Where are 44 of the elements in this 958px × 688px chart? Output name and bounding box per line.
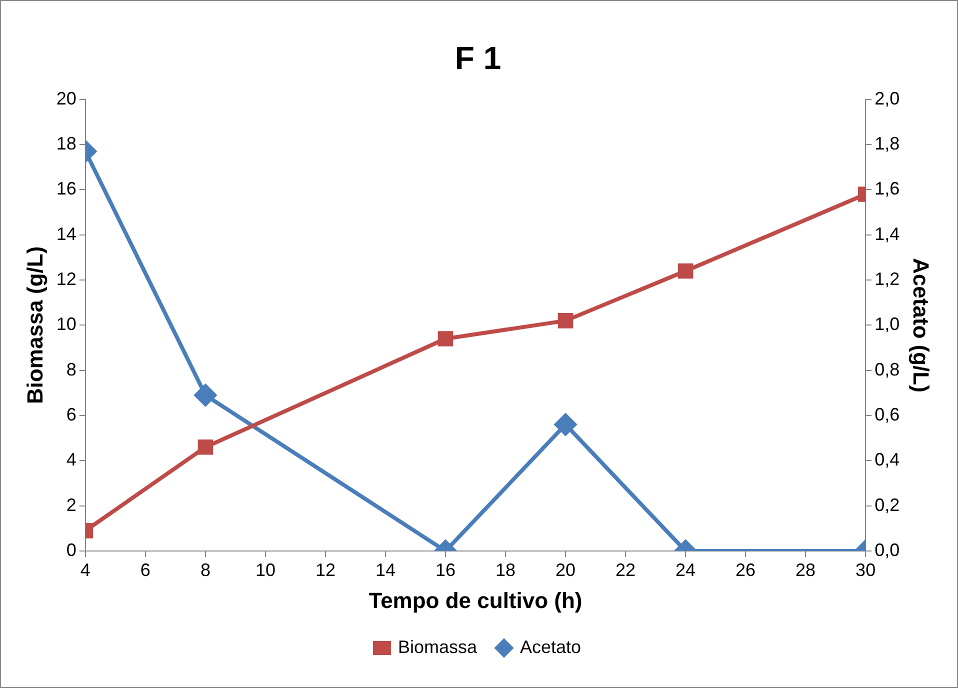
y2-tick-label: 2,0 bbox=[874, 88, 900, 108]
y2-tick-label: 0,4 bbox=[874, 450, 900, 470]
y2-tick-label: 1,2 bbox=[874, 269, 900, 290]
y-tick-label: 0 bbox=[66, 540, 76, 560]
y2-tick-label: 1,8 bbox=[874, 134, 900, 154]
y-tick-label: 20 bbox=[56, 88, 76, 108]
point bbox=[558, 313, 574, 328]
y2-tick-label: 0,0 bbox=[874, 540, 900, 560]
y-tick-label: 6 bbox=[66, 404, 76, 424]
y-tick-label: 2 bbox=[66, 494, 76, 515]
y2-tick-label: 0,2 bbox=[874, 494, 900, 515]
point bbox=[438, 331, 454, 346]
x-tick-label: 28 bbox=[796, 560, 816, 580]
y-tick-label: 14 bbox=[56, 224, 76, 244]
y2-tick-label: 1,6 bbox=[874, 178, 900, 199]
y-tick-label: 12 bbox=[56, 269, 76, 290]
x-tick-label: 20 bbox=[556, 560, 576, 580]
y2-tick-label: 1,4 bbox=[874, 224, 900, 244]
x-tick-label: 16 bbox=[435, 560, 456, 580]
y-axis-title: Biomassa (g/L) bbox=[22, 246, 48, 404]
x-tick-label: 8 bbox=[200, 560, 210, 580]
y2-tick-label: 1,0 bbox=[874, 314, 900, 334]
x-tick-label: 24 bbox=[676, 560, 696, 580]
legend-label: Biomassa bbox=[398, 636, 478, 657]
y-tick-label: 10 bbox=[56, 314, 76, 334]
x-tick-label: 14 bbox=[375, 560, 396, 580]
y2-tick-label: 0,8 bbox=[874, 359, 900, 380]
x-axis-title: Tempo de cultivo (h) bbox=[368, 588, 582, 613]
y-tick-label: 8 bbox=[66, 359, 76, 380]
y2-tick-label: 0,6 bbox=[874, 404, 900, 424]
x-tick-label: 4 bbox=[80, 560, 90, 580]
x-tick-label: 10 bbox=[255, 560, 276, 580]
chart-title: F 1 bbox=[454, 40, 502, 76]
y-tick-label: 16 bbox=[56, 178, 76, 199]
x-tick-label: 22 bbox=[616, 560, 636, 580]
x-tick-label: 6 bbox=[140, 560, 150, 580]
y2-axis-title: Acetato (g/L) bbox=[908, 258, 934, 392]
x-tick-label: 30 bbox=[856, 560, 876, 580]
y-tick-label: 4 bbox=[66, 450, 76, 470]
y-tick-label: 18 bbox=[56, 134, 76, 154]
x-tick-label: 26 bbox=[736, 560, 756, 580]
x-tick-label: 18 bbox=[495, 560, 516, 580]
x-tick-label: 12 bbox=[315, 560, 336, 580]
legend-label: Acetato bbox=[520, 636, 582, 657]
